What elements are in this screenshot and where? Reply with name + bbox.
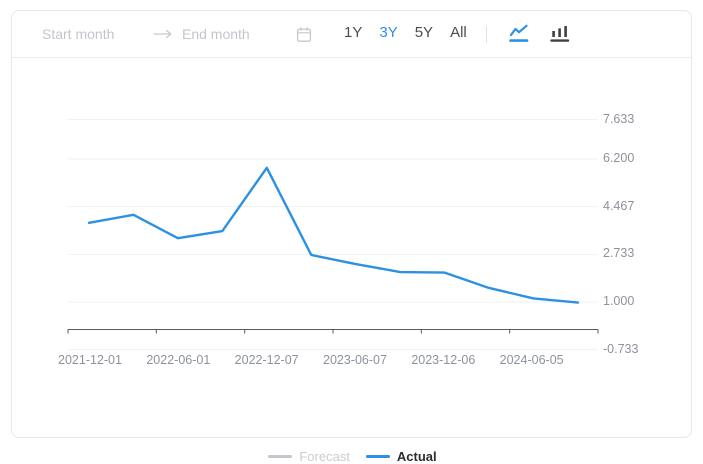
line-chart-icon[interactable]: [509, 24, 530, 44]
legend-label: Forecast: [299, 449, 350, 464]
period-5y[interactable]: 5Y: [414, 24, 434, 41]
page: { "toolbar": { "start_placeholder": "Sta…: [11, 10, 693, 464]
legend-item-forecast[interactable]: Forecast: [268, 449, 350, 464]
chart-legend: Forecast Actual: [12, 449, 693, 464]
legend-item-actual[interactable]: Actual: [365, 449, 437, 464]
forecast-line-swatch: [268, 455, 293, 458]
period-selector: 1Y 3Y 5Y All: [344, 24, 467, 41]
chart-card: Start month End month 1Y 3Y 5Y All: [11, 10, 693, 464]
end-month-input[interactable]: End month: [182, 26, 250, 42]
legend-label: Actual: [396, 449, 437, 464]
period-1y[interactable]: 1Y: [344, 24, 363, 41]
chart-canvas[interactable]: [12, 11, 693, 439]
chart-area: -0.733 1.000 2.733 4.467 6.200 7.633 2021-12-…: [12, 58, 693, 464]
start-month-input[interactable]: Start month: [42, 26, 115, 42]
chart-toolbar: Start month End month 1Y 3Y 5Y All: [12, 11, 691, 58]
arrow-right-icon: [152, 29, 176, 39]
calendar-icon[interactable]: [296, 26, 312, 43]
period-all[interactable]: All: [450, 24, 467, 41]
toolbar-divider: [486, 26, 487, 43]
period-3y[interactable]: 3Y: [379, 24, 398, 41]
actual-line-swatch: [365, 455, 390, 458]
bar-chart-icon[interactable]: [550, 24, 571, 44]
